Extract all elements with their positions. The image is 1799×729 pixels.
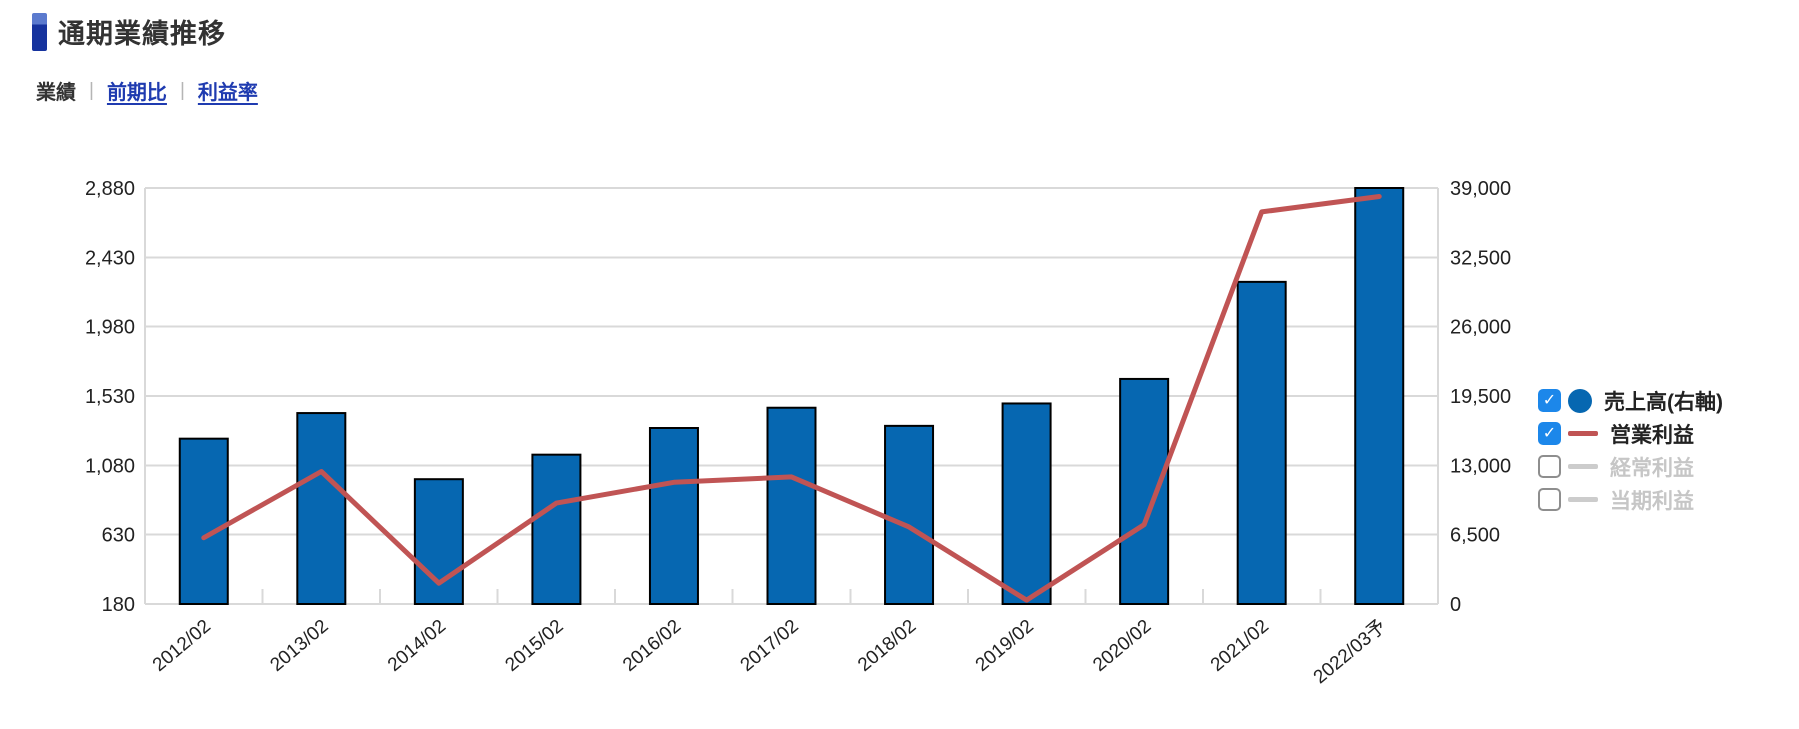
x-axis-label: 2014/02 (384, 616, 450, 676)
x-axis-label: 2018/02 (854, 616, 920, 676)
title-accent-bar-icon (32, 12, 47, 51)
checkbox-checked-icon[interactable]: ✓ (1538, 422, 1561, 445)
bar-2013/02 (296, 412, 347, 606)
legend-item-1[interactable]: ✓ 営業利益 (1538, 417, 1723, 450)
chart-view-tabs: 業績 | 前期比 | 利益率 (36, 76, 258, 105)
checkbox-unchecked-icon[interactable] (1538, 455, 1561, 478)
bar-2012/02 (178, 437, 229, 605)
left-axis-tick-label: 2,430 (85, 247, 135, 269)
bar-2015/02 (531, 453, 582, 605)
legend-label: 営業利益 (1610, 423, 1694, 447)
right-axis-tick-label: 0 (1450, 594, 1461, 616)
legend-label: 売上高(右軸) (1604, 390, 1723, 414)
bar-2017/02 (766, 406, 817, 605)
x-axis-label: 2020/02 (1089, 616, 1155, 676)
right-axis-tick-label: 32,500 (1450, 247, 1511, 269)
tab-separator: | (179, 79, 185, 101)
bar-2019/02 (1001, 402, 1052, 606)
x-axis-label: 2013/02 (266, 616, 332, 676)
bar-2016/02 (648, 427, 699, 605)
bar-2022/03予 (1354, 187, 1405, 605)
checkbox-unchecked-icon[interactable] (1538, 488, 1561, 511)
x-axis-label: 2015/02 (502, 616, 568, 676)
legend-label: 経常利益 (1610, 456, 1694, 480)
left-axis-tick-label: 180 (102, 594, 135, 616)
circle-marker-icon (1568, 388, 1592, 413)
line-営業利益 (201, 193, 1382, 603)
right-axis-tick-label: 39,000 (1450, 178, 1511, 200)
left-axis-tick-label: 2,880 (85, 178, 135, 200)
tab-zenkihi[interactable]: 前期比 (106, 82, 167, 104)
x-axis-label: 2021/02 (1207, 616, 1273, 676)
legend-item-2[interactable]: 経常利益 (1538, 450, 1723, 483)
x-axis-label: 2016/02 (619, 616, 685, 676)
right-axis-tick-label: 6,500 (1450, 525, 1500, 547)
legend-label: 当期利益 (1610, 489, 1694, 513)
left-axis-tick-label: 630 (102, 525, 135, 547)
chart-legend: ✓ 売上高(右軸) ✓ 営業利益経常利益当期利益 (1538, 384, 1723, 516)
checkbox-checked-icon[interactable]: ✓ (1538, 389, 1561, 412)
page-title: 通期業績推移 (58, 19, 226, 49)
right-axis-tick-label: 19,500 (1450, 386, 1511, 408)
performance-chart: 180 0 630 6,500 1,080 13,000 1,530 19,500 1,980 2… (85, 178, 1511, 688)
x-axis-label: 2017/02 (737, 616, 803, 676)
bar-2020/02 (1119, 377, 1170, 605)
section-header: 通期業績推移 (32, 12, 226, 51)
x-axis-label: 2019/02 (972, 616, 1038, 676)
x-axis-label: 2022/03予 (1310, 616, 1391, 688)
right-axis-tick-label: 13,000 (1450, 455, 1511, 477)
left-axis-tick-label: 1,530 (85, 386, 135, 408)
line-marker-icon (1568, 431, 1598, 436)
x-axis-label: 2012/02 (149, 616, 215, 676)
bar-2021/02 (1236, 280, 1287, 605)
left-axis-tick-label: 1,980 (85, 317, 135, 339)
tab-gyoseki[interactable]: 業績 (36, 82, 76, 104)
tab-separator: | (89, 79, 94, 101)
tab-riekiritsu[interactable]: 利益率 (197, 82, 258, 104)
legend-item-0[interactable]: ✓ 売上高(右軸) (1538, 384, 1723, 417)
left-axis-tick-label: 1,080 (85, 455, 135, 477)
right-axis-tick-label: 26,000 (1450, 317, 1511, 339)
line-marker-icon (1568, 464, 1598, 469)
bar-2018/02 (884, 424, 935, 605)
legend-item-3[interactable]: 当期利益 (1538, 483, 1723, 516)
line-marker-icon (1568, 497, 1598, 502)
